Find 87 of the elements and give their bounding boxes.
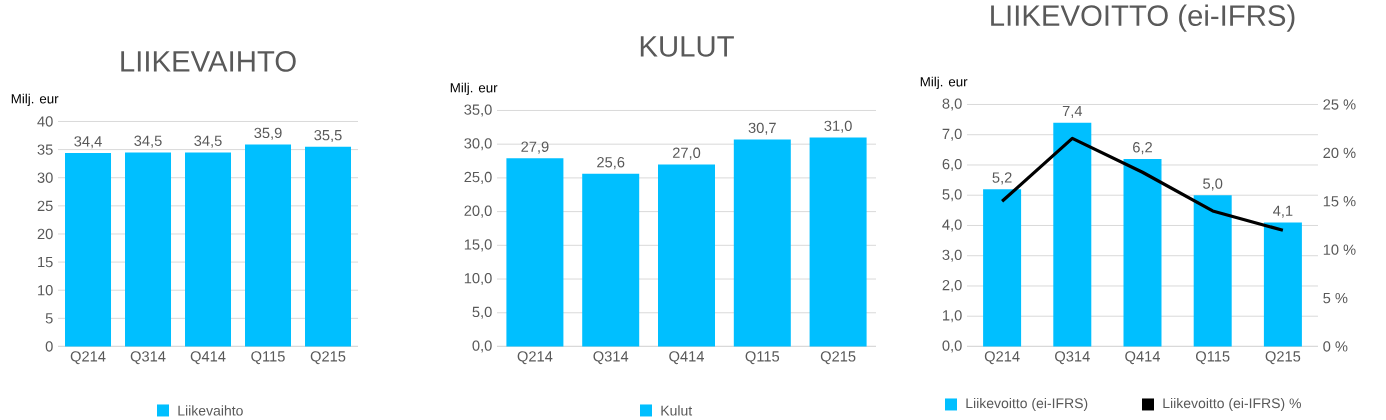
- data-label: 34,5: [194, 135, 222, 148]
- x-tick-label: Q215: [310, 350, 346, 364]
- y-tick-label: 15,0: [464, 239, 492, 252]
- bar: [65, 152, 112, 347]
- y-tick-label: 1,0: [943, 309, 962, 323]
- data-label: 4,1: [1273, 205, 1293, 218]
- y-tick-label: 35: [37, 144, 53, 155]
- data-label: 34,4: [74, 135, 102, 149]
- y-tick-label: 7,0: [942, 128, 962, 141]
- y-tick-label: 20,0: [464, 205, 492, 218]
- bar: [305, 146, 352, 347]
- legend-label: Liikevoitto (ei-IFRS): [966, 397, 1088, 411]
- chart-title: LIIKEVAIHTO: [121, 50, 296, 72]
- x-tick-label: Q314: [1055, 350, 1090, 364]
- x-tick-label: Q414: [669, 350, 704, 364]
- data-label: 30,7: [748, 122, 776, 135]
- data-label: 31,0: [824, 120, 852, 133]
- x-tick-label: Q115: [1195, 350, 1230, 364]
- y-tick-label: 0: [45, 341, 53, 352]
- data-label: 35,9: [254, 127, 282, 140]
- x-tick-label: Q214: [984, 350, 1020, 364]
- x-tick-label: Q414: [1125, 350, 1160, 364]
- chart-title: KULUT: [640, 36, 734, 57]
- x-tick-label: Q215: [1265, 350, 1301, 364]
- bar: [125, 152, 172, 347]
- x-tick-label: Q215: [820, 350, 856, 364]
- bar: [809, 137, 867, 347]
- y-tick-label: 4,0: [942, 219, 962, 232]
- y-axis-title: Milj. eur: [450, 82, 498, 95]
- y-tick-label: 6,0: [942, 158, 962, 171]
- legend-label: Liikevaihto: [178, 405, 243, 416]
- y-tick-label: 10: [38, 284, 53, 296]
- y-tick-label: 5: [45, 313, 53, 324]
- data-label: 6,2: [1133, 141, 1152, 154]
- y-tick-label: 5,0: [942, 188, 962, 202]
- bar: [1123, 158, 1162, 347]
- y2-tick-label: 10 %: [1323, 244, 1356, 255]
- bar: [733, 139, 791, 347]
- y-tick-label: 15: [38, 256, 53, 267]
- y-tick-label: 25,0: [464, 171, 492, 184]
- data-label: 27,0: [672, 147, 701, 160]
- data-label: 25,6: [597, 156, 625, 169]
- y2-tick-label: 5 %: [1323, 292, 1348, 303]
- y-tick-label: 5,0: [472, 306, 492, 319]
- x-tick-label: Q314: [130, 350, 166, 364]
- y-tick-label: 8,0: [942, 98, 962, 111]
- data-label: 27,9: [521, 141, 549, 154]
- y-axis-title: Milj. eur: [920, 76, 968, 89]
- chart-title: LIIKEVOITTO (ei-IFRS): [991, 4, 1295, 32]
- legend-label: Kulut: [661, 405, 693, 416]
- data-label: 34,5: [134, 135, 162, 148]
- y2-tick-label: 20 %: [1323, 147, 1356, 158]
- y-tick-label: 0,0: [942, 340, 962, 353]
- x-tick-label: Q115: [251, 350, 285, 364]
- x-tick-label: Q214: [517, 350, 553, 364]
- y2-tick-label: 15 %: [1323, 195, 1356, 207]
- bar: [1193, 194, 1232, 347]
- bar: [1053, 122, 1092, 347]
- y-tick-label: 10,0: [464, 272, 492, 285]
- y-tick-label: 2,0: [942, 279, 962, 292]
- y-tick-label: 30: [37, 172, 53, 183]
- x-tick-label: Q214: [70, 350, 106, 364]
- bar: [245, 144, 292, 347]
- x-tick-label: Q115: [745, 350, 780, 364]
- x-tick-label: Q414: [190, 350, 226, 364]
- bar: [582, 173, 640, 347]
- y-tick-label: 3,0: [942, 249, 962, 262]
- bar: [185, 152, 232, 347]
- y2-tick-label: 0 %: [1323, 341, 1348, 352]
- y2-tick-label: 25 %: [1323, 99, 1356, 110]
- legend-label: Liikevoitto (ei-IFRS) %: [1163, 397, 1301, 411]
- data-label: 35,5: [314, 129, 342, 142]
- x-tick-label: Q314: [593, 350, 629, 364]
- data-label: 5,2: [992, 172, 1012, 185]
- y-tick-label: 30,0: [464, 137, 492, 151]
- y-tick-label: 0,0: [472, 340, 492, 353]
- y-tick-label: 35,0: [464, 104, 492, 117]
- data-label: 7,4: [1062, 105, 1083, 118]
- bar: [1263, 222, 1302, 347]
- y-axis-title: Milj. eur: [11, 93, 59, 106]
- data-label: 5,0: [1203, 178, 1223, 191]
- y-tick-label: 25: [37, 200, 53, 211]
- bar: [506, 158, 564, 347]
- bar: [658, 164, 716, 347]
- bar: [983, 188, 1022, 347]
- y-tick-label: 20: [37, 228, 53, 239]
- y-tick-label: 40: [37, 116, 53, 127]
